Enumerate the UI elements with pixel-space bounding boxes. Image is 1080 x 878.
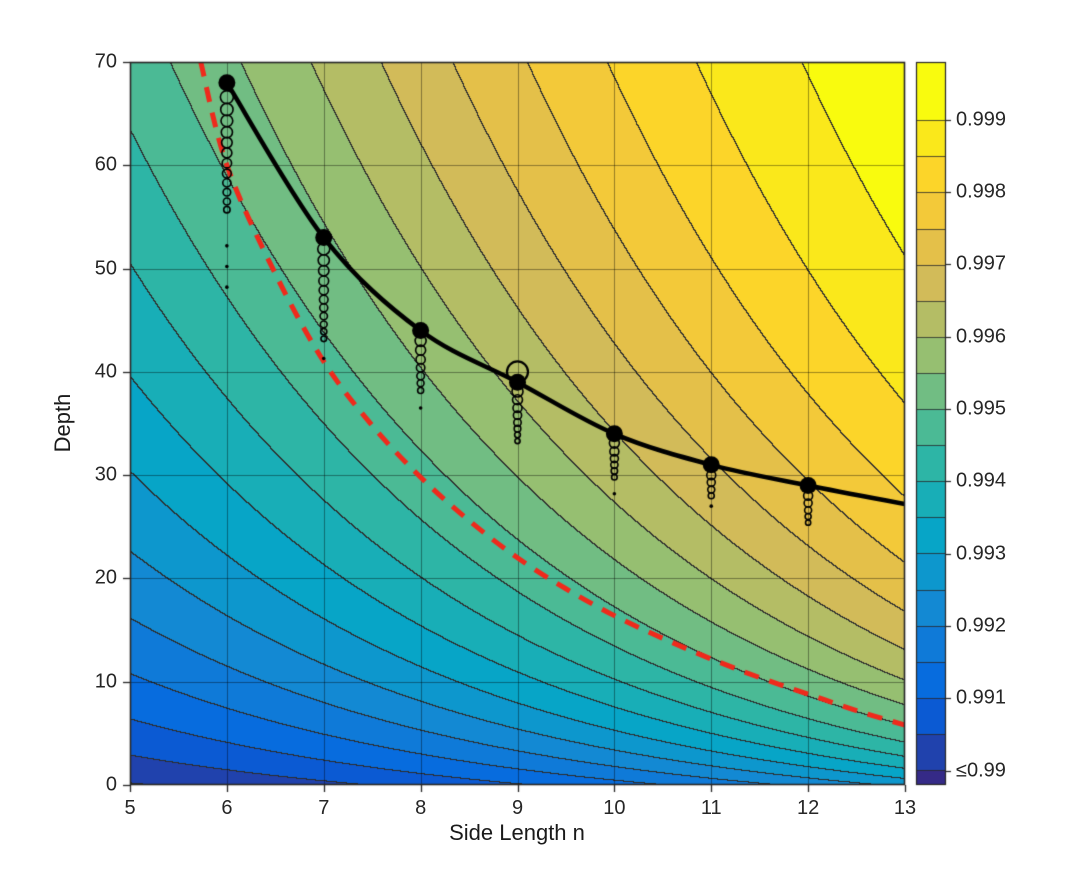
y-tick-label: 70 [94,50,117,73]
x-tick-label: 12 [797,797,820,819]
colorbar-tick-label: 0.991 [956,686,1007,709]
x-tick-label: 10 [603,797,626,819]
colorbar-tick-label: 0.992 [956,614,1007,637]
y-axis-label: Depth [50,393,75,453]
colorbar-tick-label: 0.996 [956,325,1007,348]
y-tick-label: 50 [94,257,117,280]
x-axis-label: Side Length n [449,820,585,845]
colorbar-tick-label: 0.993 [956,542,1007,565]
y-tick-label: 60 [94,153,117,176]
x-tick-label: 8 [415,797,427,819]
colorbar-tick-label: 0.998 [956,180,1007,203]
x-tick-label: 7 [318,797,330,819]
y-tick-label: 0 [105,773,117,796]
y-tick-label: 10 [94,670,117,693]
y-tick-label: 20 [94,566,117,589]
x-tick-label: 6 [221,797,233,819]
y-tick-label: 30 [94,463,117,486]
colorbar-tick-label: ≤0.99 [956,759,1006,782]
colorbar-tick-label: 0.994 [956,469,1007,492]
x-tick-label: 9 [511,797,524,819]
x-tick-label: 13 [893,797,917,819]
colorbar-tick-label: 0.999 [956,108,1007,131]
x-tick-label: 11 [700,797,722,819]
colorbar-tick-label: 0.995 [956,397,1007,420]
y-tick-label: 40 [94,360,117,383]
x-tick-label: 5 [124,797,136,819]
colorbar-tick-label: 0.997 [956,252,1007,275]
